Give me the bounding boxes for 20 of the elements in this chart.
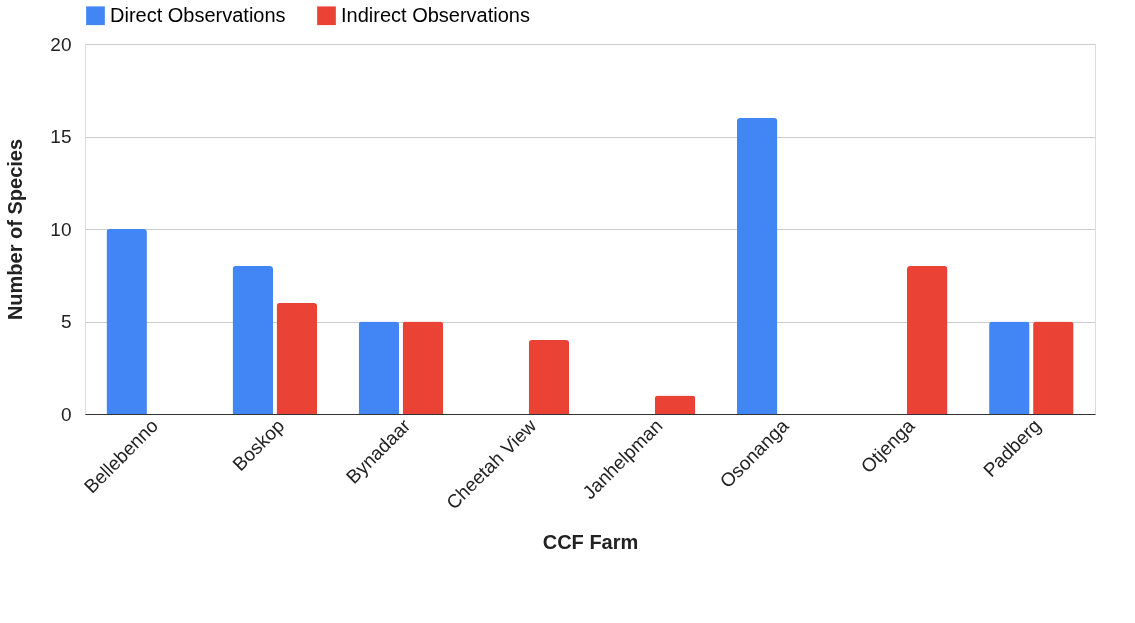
bar	[906, 266, 948, 414]
y-tick-label: 10	[50, 218, 72, 240]
x-axis-title: CCF Farm	[542, 531, 639, 554]
y-tick-label: 15	[50, 126, 72, 147]
y-tick-label: 5	[60, 311, 72, 332]
bar	[528, 340, 570, 414]
bar	[654, 395, 696, 414]
bar	[736, 118, 778, 414]
y-tick-label: 20	[50, 33, 72, 55]
y-tick-label: 0	[60, 403, 72, 425]
bar	[232, 266, 274, 414]
legend-label: Direct Observations	[110, 3, 286, 26]
bar	[276, 303, 318, 414]
bar	[402, 321, 444, 414]
bar	[358, 321, 400, 414]
legend-label: Indirect Observations	[341, 3, 530, 26]
bar	[106, 229, 147, 414]
y-axis-title: Number of Species	[4, 138, 27, 321]
bar	[1033, 321, 1074, 414]
bar	[989, 321, 1030, 414]
